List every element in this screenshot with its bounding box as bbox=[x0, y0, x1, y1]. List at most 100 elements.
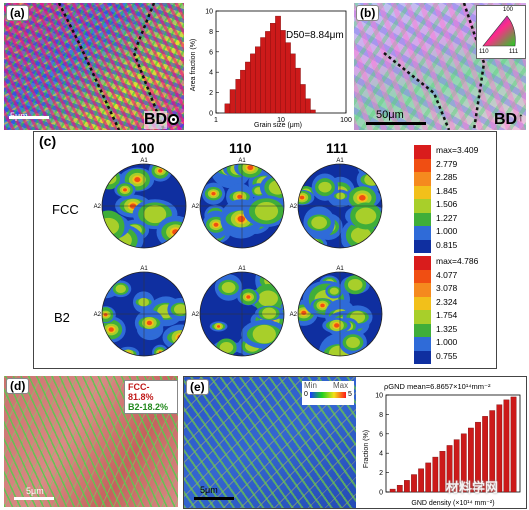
panel-tag-d: (d) bbox=[6, 378, 30, 394]
ytick-label: 0 bbox=[209, 111, 213, 118]
scale-bar-label-d: 5μm bbox=[26, 486, 44, 496]
fcc-scale-swatch bbox=[414, 158, 431, 172]
fcc-scale-swatch bbox=[414, 185, 431, 199]
gnd-bar bbox=[489, 410, 496, 493]
colorbar-hi-label: 5 bbox=[348, 391, 352, 398]
panel-c: (c) 100 110 111 FCC B2 A1 A2 A1 A2 A1 A2 A1 A2 A… bbox=[33, 131, 497, 369]
axis-a2-label: A2 bbox=[290, 204, 298, 210]
pole-figure-outline bbox=[199, 163, 285, 249]
axis-a2-label: A2 bbox=[290, 312, 298, 318]
panel-tag-e: (e) bbox=[186, 379, 209, 395]
bd-out-of-plane-icon bbox=[168, 114, 179, 125]
grain-size-bar bbox=[240, 69, 246, 114]
fcc-scale-swatch bbox=[414, 226, 431, 240]
ytick-label: 8 bbox=[379, 412, 383, 419]
xtick-label: 100 bbox=[340, 117, 352, 124]
row-label-fcc: FCC bbox=[52, 202, 79, 217]
fcc-fraction-label: FCC-81.8% bbox=[128, 382, 154, 402]
b2-scale-value: 1.000 bbox=[436, 337, 458, 347]
b2-scale-swatch bbox=[414, 283, 431, 297]
phase-map-d: (d) FCC-81.8% B2-18.2% 5μm bbox=[4, 376, 178, 507]
gnd-density-histogram: 0 2 4 6 8 10 Fraction (%) GND density (×10¹⁴ … bbox=[363, 382, 521, 507]
fcc-scale-value: 1.000 bbox=[436, 226, 458, 236]
gnd-frame bbox=[385, 394, 521, 493]
gnd-bar bbox=[468, 427, 474, 493]
b2-scale-swatch bbox=[414, 269, 431, 283]
bd-label-a: BD bbox=[144, 111, 168, 129]
b2-scale-swatch bbox=[414, 310, 431, 324]
ytick-label: 10 bbox=[205, 9, 213, 16]
b2-scale-swatch bbox=[414, 350, 431, 364]
panel-b: (b) 50μm BD ↑ 100 110 111 bbox=[354, 3, 526, 130]
scale-bar-e bbox=[194, 497, 234, 500]
fcc-scale-swatch bbox=[414, 239, 431, 253]
pole-figure bbox=[298, 164, 382, 248]
axis-a2-label: A2 bbox=[94, 204, 102, 210]
b2-scale-swatch bbox=[414, 337, 431, 351]
boundary-lines-a bbox=[9, 3, 166, 130]
pole-figure-outline bbox=[297, 271, 383, 357]
colorbar-max-label: Max bbox=[333, 381, 349, 390]
pole-figure-outline bbox=[101, 163, 187, 249]
colorbar-lo-label: 0 bbox=[304, 391, 308, 398]
grain-size-bar bbox=[260, 37, 266, 114]
gnd-ylabel: Fraction (%) bbox=[363, 430, 370, 468]
gnd-bar bbox=[453, 439, 460, 493]
b2-scale-value: 0.755 bbox=[436, 350, 458, 361]
ytick-label: 0 bbox=[379, 490, 383, 497]
fcc-scale-swatch bbox=[414, 212, 431, 226]
ytick-label: 4 bbox=[379, 451, 383, 458]
panel-tag-c: (c) bbox=[36, 134, 60, 148]
fcc-scale-swatch bbox=[414, 145, 431, 159]
gnd-mean-annotation: ρGND mean=6.8657×10¹⁴mm⁻² bbox=[384, 382, 491, 391]
gnd-bar bbox=[425, 462, 432, 493]
ipf-110: 110 bbox=[479, 49, 489, 55]
fcc-scale-value: 1.227 bbox=[436, 212, 458, 223]
pole-figures: A1 A2 A1 A2 A1 A2 A1 A2 A1 A2 A1 A2 bbox=[94, 158, 383, 357]
fcc-scale-swatch bbox=[414, 172, 431, 186]
fcc-scale-value: 2.285 bbox=[436, 172, 458, 182]
panel-e: (e) Min Max 0 5 5μm 0 2 4 6 8 10 Fraction (%)… bbox=[183, 376, 527, 509]
axis-a2-label: A2 bbox=[192, 312, 200, 318]
b2-fraction-label: B2-18.2% bbox=[128, 402, 169, 412]
col-header-100: 100 bbox=[131, 140, 155, 156]
panel-d: (d) FCC-81.8% B2-18.2% 5μm bbox=[4, 376, 178, 507]
grain-size-xlabel: Grain size (μm) bbox=[254, 122, 302, 129]
gnd-bar bbox=[482, 416, 488, 493]
gnd-bar bbox=[503, 399, 510, 493]
boundary-lines-b bbox=[366, 3, 486, 130]
grain-size-bar bbox=[255, 46, 261, 114]
grain-size-d50: D50=8.84μm bbox=[286, 30, 344, 41]
scale-bar-label-b: 50μm bbox=[376, 109, 404, 121]
grain-size-bar bbox=[300, 84, 306, 114]
ytick-label: 8 bbox=[209, 29, 213, 36]
fcc-scale-swatch bbox=[414, 199, 431, 213]
gnd-bar bbox=[510, 396, 517, 493]
gnd-bar bbox=[446, 445, 453, 493]
gnd-bar bbox=[389, 488, 396, 493]
ytick-label: 6 bbox=[209, 49, 213, 56]
grain-size-bar bbox=[250, 53, 256, 114]
fcc-scale-value: 1.506 bbox=[436, 199, 458, 209]
gnd-bar bbox=[411, 474, 417, 493]
grain-size-bar bbox=[280, 30, 286, 114]
scale-bar-label-e: 5μm bbox=[200, 485, 218, 495]
b2-scale-value: 4.077 bbox=[436, 269, 458, 280]
ipf-111: 111 bbox=[509, 49, 519, 55]
grain-size-bar bbox=[265, 31, 271, 114]
grain-size-bar bbox=[310, 109, 316, 114]
gnd-xlabel: GND density (×10¹⁴ mm⁻²) bbox=[411, 500, 494, 507]
ytick-label: 2 bbox=[379, 470, 383, 477]
axis-a2-label: A2 bbox=[192, 204, 200, 210]
axis-a1-label: A1 bbox=[140, 266, 148, 272]
axis-a1-label: A1 bbox=[336, 158, 344, 164]
colorbar-gradient bbox=[310, 392, 346, 398]
kam-map-e: (e) Min Max 0 5 5μm bbox=[184, 377, 356, 508]
pole-figure-outline bbox=[199, 271, 285, 357]
phase-legend: FCC-81.8% B2-18.2% bbox=[124, 380, 178, 414]
ytick-label: 4 bbox=[209, 70, 213, 77]
bd-label-b: BD bbox=[494, 111, 518, 128]
b2-scale-value: 1.325 bbox=[436, 323, 458, 334]
pole-figure bbox=[200, 272, 284, 356]
axis-a1-label: A1 bbox=[336, 266, 344, 272]
